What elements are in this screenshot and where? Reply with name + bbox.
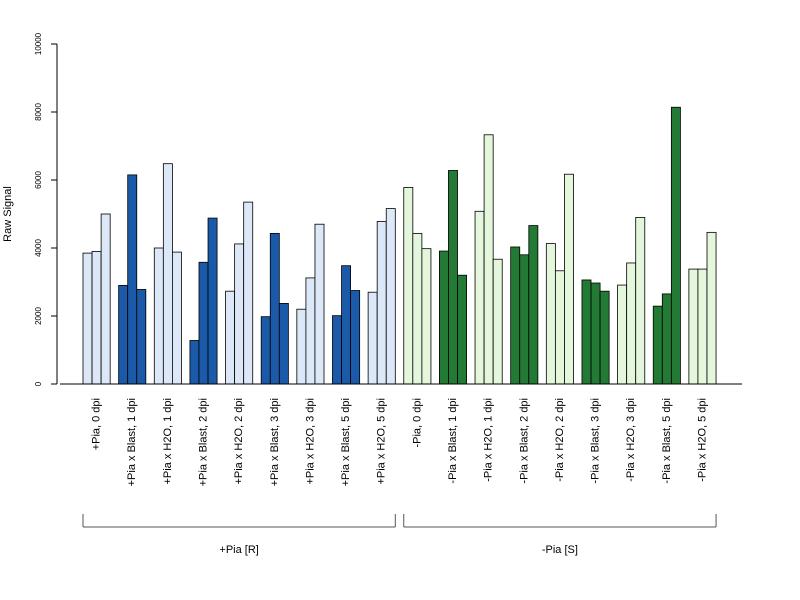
category-label: +Pia x H2O, 2 dpi: [233, 398, 245, 485]
category-labels: +Pia, 0 dpi +Pia x Blast, 1 dpi +Pia x H2O…: [91, 398, 709, 486]
bar: [305, 277, 316, 385]
category-label: -Pia x Blast, 5 dpi: [661, 398, 673, 484]
bar: [403, 187, 414, 385]
bar: [448, 170, 458, 385]
category-label: +Pia x H2O, 5 dpi: [376, 398, 388, 485]
bar: [367, 291, 378, 385]
bar: [234, 243, 245, 385]
bar: [118, 284, 129, 385]
bar: [341, 265, 352, 385]
bar: [269, 232, 280, 385]
bar: [350, 290, 361, 385]
bar: [670, 106, 681, 385]
bar: [564, 173, 574, 385]
bar: [457, 274, 467, 385]
bar: [91, 250, 102, 385]
category-label: -Pia x Blast, 1 dpi: [447, 398, 459, 484]
bar: [198, 261, 209, 385]
bar: [697, 268, 708, 385]
bar: [688, 268, 699, 385]
bar: [528, 225, 539, 385]
category-label: +Pia x H2O, 1 dpi: [162, 398, 174, 485]
bar: [421, 248, 432, 385]
category-label: +Pia x Blast, 5 dpi: [340, 398, 352, 486]
bar: [626, 262, 637, 385]
bar: [225, 290, 236, 385]
bar: [412, 232, 423, 385]
bars-layer: [82, 106, 717, 385]
bar: [661, 293, 672, 385]
y-tick-label: 10000: [34, 32, 43, 55]
bar: [545, 243, 556, 385]
bar: [376, 221, 387, 385]
y-axis: 0 2000 4000 6000 8000 10000: [34, 32, 58, 386]
bar: [332, 315, 342, 385]
category-label: +Pia x Blast, 3 dpi: [269, 398, 281, 486]
category-label: +Pia, 0 dpi: [91, 398, 103, 450]
bar: [189, 340, 200, 385]
bar: [492, 258, 503, 385]
bar: [706, 231, 717, 385]
bar: [590, 282, 601, 385]
bar: [153, 247, 164, 385]
bar: [474, 210, 485, 385]
category-label: +Pia x Blast, 2 dpi: [198, 398, 210, 486]
y-tick-label: 8000: [34, 103, 43, 121]
category-label: +Pia x Blast, 1 dpi: [126, 398, 138, 486]
bar: [438, 250, 449, 385]
bar: [82, 252, 93, 385]
bar: [136, 289, 147, 385]
category-label: -Pia, 0 dpi: [411, 398, 423, 448]
bar: [483, 134, 494, 385]
bar: [652, 305, 663, 385]
category-label: -Pia x Blast, 3 dpi: [590, 398, 602, 484]
bar: [260, 316, 271, 385]
category-label: -Pia x H2O, 1 dpi: [483, 398, 495, 482]
category-label: -Pia x H2O, 2 dpi: [554, 398, 566, 482]
bar: [100, 213, 111, 385]
category-label: -Pia x Blast, 2 dpi: [518, 398, 530, 484]
bar: [243, 201, 254, 385]
bar: [599, 290, 610, 385]
bar: [519, 254, 530, 385]
bar: [581, 279, 592, 385]
bar: [127, 174, 138, 385]
bar: [617, 284, 628, 385]
bar: [314, 223, 325, 385]
group-label: +Pia [R]: [219, 544, 258, 556]
y-tick-label: 4000: [34, 239, 43, 257]
y-tick-label: 0: [34, 381, 43, 386]
group-label: -Pia [S]: [542, 544, 578, 556]
bar: [171, 251, 182, 385]
bar: [510, 246, 521, 385]
category-label: -Pia x H2O, 5 dpi: [696, 398, 708, 482]
category-label: +Pia x H2O, 3 dpi: [304, 398, 316, 485]
y-tick-label: 6000: [34, 171, 43, 189]
bar: [278, 303, 289, 385]
category-label: -Pia x H2O, 3 dpi: [625, 398, 637, 482]
bar: [554, 270, 565, 385]
bar: [162, 163, 173, 385]
bar: [207, 217, 218, 385]
y-axis-title: Raw Signal: [2, 186, 14, 242]
bar: [385, 208, 396, 385]
bar: [635, 216, 646, 385]
group-brackets: +Pia [R] -Pia [S]: [82, 514, 717, 556]
y-tick-label: 2000: [34, 307, 43, 325]
bar: [296, 308, 307, 385]
